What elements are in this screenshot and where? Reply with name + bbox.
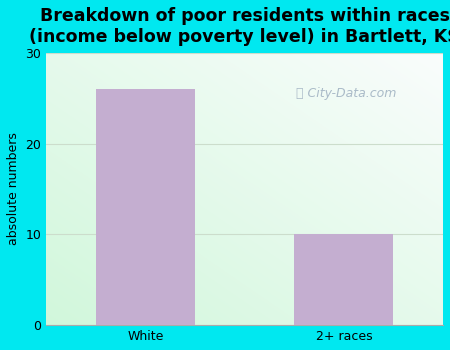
Bar — [96, 89, 195, 325]
Title: Breakdown of poor residents within races
(income below poverty level) in Bartlet: Breakdown of poor residents within races… — [29, 7, 450, 46]
Bar — [294, 234, 393, 325]
Text: ⓘ City-Data.com: ⓘ City-Data.com — [296, 87, 396, 100]
Y-axis label: absolute numbers: absolute numbers — [7, 133, 20, 245]
